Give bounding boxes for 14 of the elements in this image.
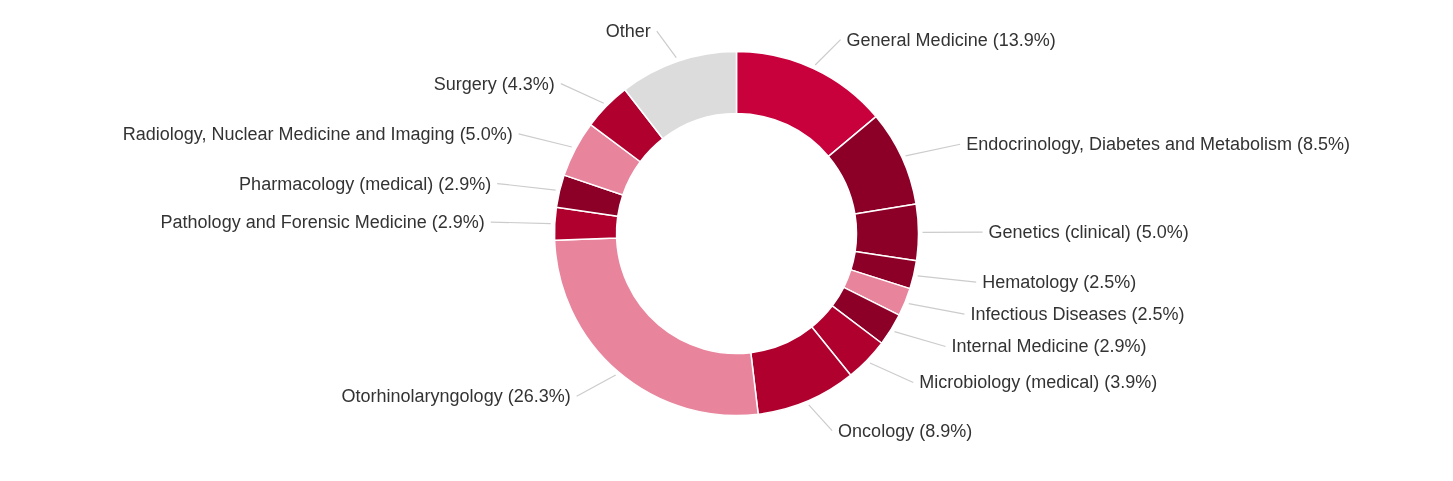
slice-label: Genetics (clinical) (5.0%) xyxy=(988,222,1189,243)
slice-label: Surgery (4.3%) xyxy=(433,73,555,94)
slice-label: Radiology, Nuclear Medicine and Imaging (5.0%) xyxy=(122,123,513,144)
slice-label: Microbiology (medical) (3.9%) xyxy=(919,372,1158,393)
slice-label: Other xyxy=(605,21,651,42)
slice-label: Internal Medicine (2.9%) xyxy=(951,336,1147,357)
slice-label: General Medicine (13.9%) xyxy=(846,29,1056,50)
slice-label: Pathology and Forensic Medicine (2.9%) xyxy=(160,212,485,233)
slice-label: Otorhinolaryngology (26.3%) xyxy=(341,386,571,407)
slice-label: Hematology (2.5%) xyxy=(982,272,1137,293)
slice-label: Infectious Diseases (2.5%) xyxy=(970,304,1185,325)
slice-label: Oncology (8.9%) xyxy=(838,420,973,441)
slice-label: Endocrinology, Diabetes and Metabolism (8.5%) xyxy=(966,134,1351,155)
slice-label: Pharmacology (medical) (2.9%) xyxy=(239,173,492,194)
